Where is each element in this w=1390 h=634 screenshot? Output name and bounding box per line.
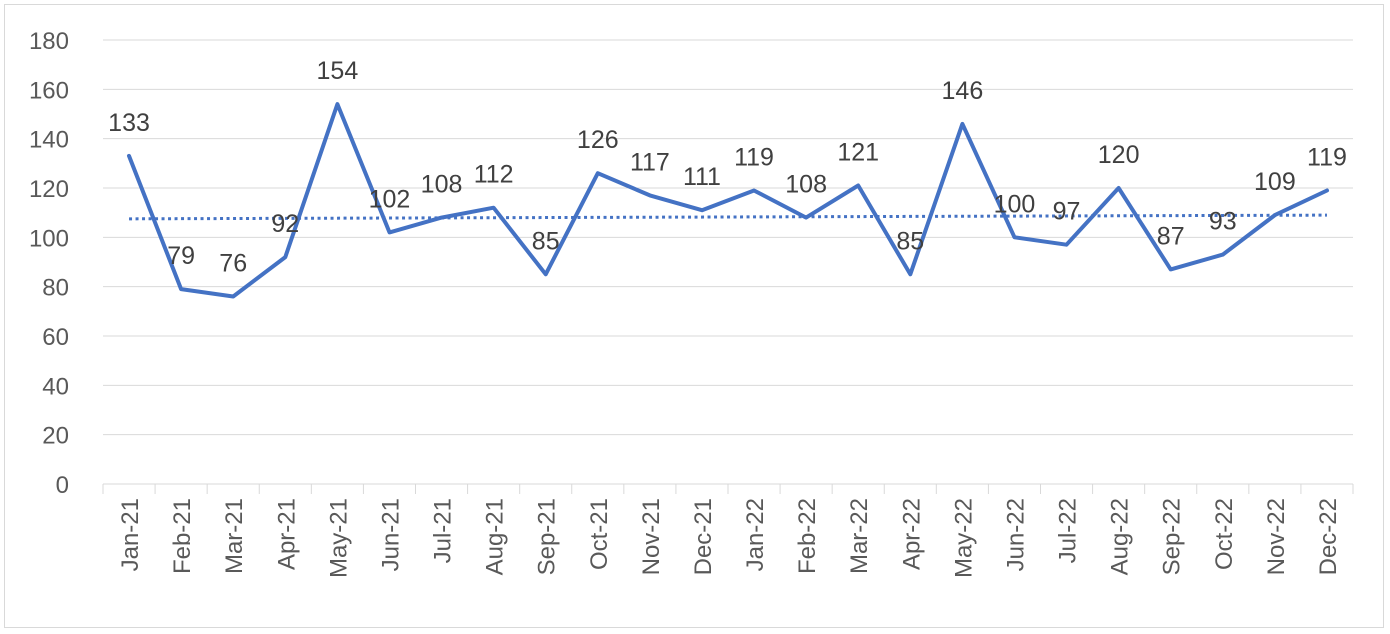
x-tick-label-Jan-22: Jan-22 <box>742 498 769 571</box>
x-tick-label-Nov-22: Nov-22 <box>1263 498 1290 575</box>
data-labels: 133 79 76 92 154 102 108 112 85 126 117 111 119 108 12… <box>108 57 1347 277</box>
x-tick-label-May-22: May-22 <box>950 498 977 578</box>
data-label-Feb-21: 79 <box>167 242 195 270</box>
data-point-Mar-21 <box>231 295 235 299</box>
data-label-Jun-22: 100 <box>994 190 1036 218</box>
data-label-Dec-21: 111 <box>683 163 721 191</box>
data-point-May-22 <box>960 122 964 126</box>
trendline-line <box>129 213 1327 221</box>
data-point-Jun-22 <box>1012 235 1016 239</box>
y-tick-label-100: 100 <box>29 225 69 252</box>
x-tick-label-Jun-21: Jun-21 <box>377 498 404 571</box>
x-tick-label-Jun-22: Jun-22 <box>1002 498 1029 571</box>
data-point-Jan-21 <box>127 154 131 158</box>
data-label-Oct-21: 126 <box>577 126 619 154</box>
data-label-Aug-21: 112 <box>474 161 514 189</box>
x-tick-label-Dec-21: Dec-21 <box>690 498 717 575</box>
data-point-Apr-22 <box>908 272 912 276</box>
x-tick-label-Nov-21: Nov-21 <box>638 498 665 575</box>
data-label-Sep-21: 85 <box>532 227 560 255</box>
y-tick-label-180: 180 <box>29 28 69 55</box>
x-tick-label-Apr-21: Apr-21 <box>273 498 300 570</box>
line-chart: 0 20 40 60 80 100 120 140 160 180 Jan-21 Feb-21 Mar-… <box>29 28 1354 578</box>
data-label-Jul-22: 97 <box>1053 198 1081 226</box>
data-label-Feb-22: 108 <box>785 171 827 199</box>
data-point-Oct-21 <box>596 171 600 175</box>
data-point-Nov-22 <box>1273 213 1277 217</box>
data-point-May-21 <box>335 102 339 106</box>
x-tick-label-Dec-22: Dec-22 <box>1315 498 1342 575</box>
x-tick-label-Feb-22: Feb-22 <box>794 498 821 574</box>
data-point-Nov-21 <box>648 193 652 197</box>
data-label-May-21: 154 <box>317 57 359 85</box>
data-point-Oct-22 <box>1221 253 1225 257</box>
data-point-Apr-21 <box>283 255 287 259</box>
x-tick-label-Sep-21: Sep-21 <box>534 498 561 575</box>
data-label-May-22: 146 <box>942 77 984 105</box>
trendline <box>129 213 1327 221</box>
x-tick-label-Aug-21: Aug-21 <box>482 498 509 575</box>
data-label-Jun-21: 102 <box>369 185 411 213</box>
data-label-Apr-22: 85 <box>896 227 924 255</box>
y-tick-label-0: 0 <box>56 472 69 499</box>
x-tick-label-May-21: May-21 <box>325 498 352 578</box>
data-label-Nov-21: 117 <box>630 148 670 176</box>
data-point-Jun-21 <box>387 230 391 234</box>
data-label-Dec-22: 119 <box>1307 143 1347 171</box>
y-tick-label-60: 60 <box>42 324 69 351</box>
x-tick-label-Jul-21: Jul-21 <box>430 498 457 563</box>
x-tick-label-Mar-22: Mar-22 <box>846 498 873 574</box>
data-label-Oct-22: 93 <box>1209 208 1237 236</box>
x-tick-label-Jul-22: Jul-22 <box>1055 498 1082 563</box>
data-point-Jul-22 <box>1065 243 1069 247</box>
y-tick-label-160: 160 <box>29 77 69 104</box>
data-point-Jul-21 <box>440 216 444 220</box>
x-tick-label-Jan-21: Jan-21 <box>117 498 144 571</box>
y-tick-label-80: 80 <box>42 275 69 302</box>
data-point-Sep-22 <box>1169 267 1173 271</box>
data-point-Feb-22 <box>804 216 808 220</box>
x-tick-label-Aug-22: Aug-22 <box>1107 498 1134 575</box>
data-point-Aug-22 <box>1117 186 1121 190</box>
axes: 0 20 40 60 80 100 120 140 160 180 Jan-21 Feb-21 Mar-… <box>29 28 1354 578</box>
data-point-Sep-21 <box>544 272 548 276</box>
data-label-Mar-21: 76 <box>219 250 247 278</box>
data-label-Apr-21: 92 <box>271 210 299 238</box>
gridlines <box>103 39 1353 485</box>
data-point-Aug-21 <box>492 206 496 210</box>
data-label-Sep-22: 87 <box>1157 222 1185 250</box>
x-tick-label-Sep-22: Sep-22 <box>1159 498 1186 575</box>
y-tick-label-120: 120 <box>29 176 69 203</box>
data-label-Aug-22: 120 <box>1098 141 1140 169</box>
data-label-Jul-21: 108 <box>421 171 463 199</box>
y-tick-label-20: 20 <box>42 423 69 450</box>
data-point-Feb-21 <box>179 287 183 291</box>
y-tick-label-40: 40 <box>42 373 69 400</box>
data-point-Jan-22 <box>752 188 756 192</box>
series-lines <box>127 102 1329 299</box>
data-point-Dec-22 <box>1325 188 1329 192</box>
series-line-0 <box>127 102 1329 299</box>
y-tick-label-140: 140 <box>29 127 69 154</box>
x-tick-label-Feb-21: Feb-21 <box>169 498 196 574</box>
data-point-Dec-21 <box>700 208 704 212</box>
x-tick-label-Oct-22: Oct-22 <box>1211 498 1238 570</box>
data-label-Jan-21: 133 <box>108 109 150 137</box>
x-tick-label-Mar-21: Mar-21 <box>221 498 248 574</box>
x-tick-label-Apr-22: Apr-22 <box>898 498 925 570</box>
data-label-Nov-22: 109 <box>1254 168 1296 196</box>
chart-frame: 0 20 40 60 80 100 120 140 160 180 Jan-21 Feb-21 Mar-… <box>4 4 1384 628</box>
data-label-Mar-22: 121 <box>837 139 879 167</box>
data-point-Mar-22 <box>856 184 860 188</box>
data-label-Jan-22: 119 <box>734 143 774 171</box>
x-tick-label-Oct-21: Oct-21 <box>586 498 613 570</box>
